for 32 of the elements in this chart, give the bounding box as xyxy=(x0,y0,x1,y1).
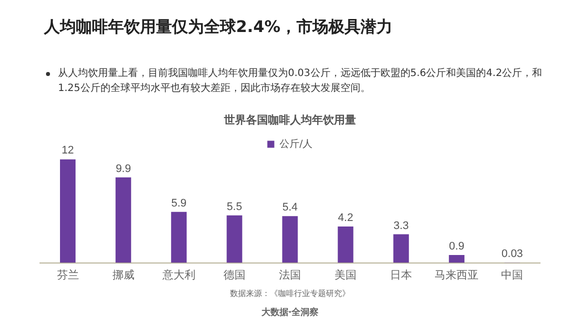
data-label: 3.3 xyxy=(393,220,409,232)
bar xyxy=(116,177,132,263)
x-tick-label: 意大利 xyxy=(161,268,196,282)
x-tick-label: 日本 xyxy=(390,268,412,282)
bar xyxy=(338,226,354,263)
data-label: 9.9 xyxy=(116,162,131,175)
bar xyxy=(60,159,76,263)
x-tick-label: 芬兰 xyxy=(56,268,79,282)
data-label: 0.9 xyxy=(449,240,464,253)
x-axis-title: 世界各国咖啡人均年饮用量 xyxy=(223,113,356,126)
x-tick-label: 马来西亚 xyxy=(434,268,479,282)
bar xyxy=(393,234,409,263)
x-tick-label: 法国 xyxy=(279,268,301,282)
legend-label: 公斤/人 xyxy=(279,138,313,150)
data-label: 5.5 xyxy=(226,200,242,213)
bar xyxy=(171,212,187,263)
bar xyxy=(226,215,242,263)
data-label: 5.9 xyxy=(171,197,187,210)
x-tick-label: 挪威 xyxy=(112,268,134,282)
data-label: 5.4 xyxy=(282,202,298,214)
data-label: 0.03 xyxy=(502,248,523,260)
bar xyxy=(448,255,464,263)
x-tick-label: 中国 xyxy=(501,268,524,282)
source-note: 数据来源：《咖啡行业专题研究》 xyxy=(229,288,351,299)
chart-subtitle: 从人均饮用量上看，目前我国咖啡人均年饮用量仅为0.03公斤，远远低于欧盟的5.6公斤和美国的4.2公斤，和1.25公斤的全球平均水平也有较大差距，因此市场存在较大发展空间。 xyxy=(58,68,542,94)
chart-title: 人均咖啡年饮用量仅为全球2.4%，市场极具潜力 xyxy=(44,17,392,38)
bar xyxy=(282,216,298,263)
text: 大数据·全洞察 xyxy=(260,306,320,319)
x-tick-label: 德国 xyxy=(223,268,246,282)
data-label: 4.2 xyxy=(338,212,354,224)
x-tick-label: 美国 xyxy=(334,268,357,282)
data-label: 12 xyxy=(62,144,74,157)
